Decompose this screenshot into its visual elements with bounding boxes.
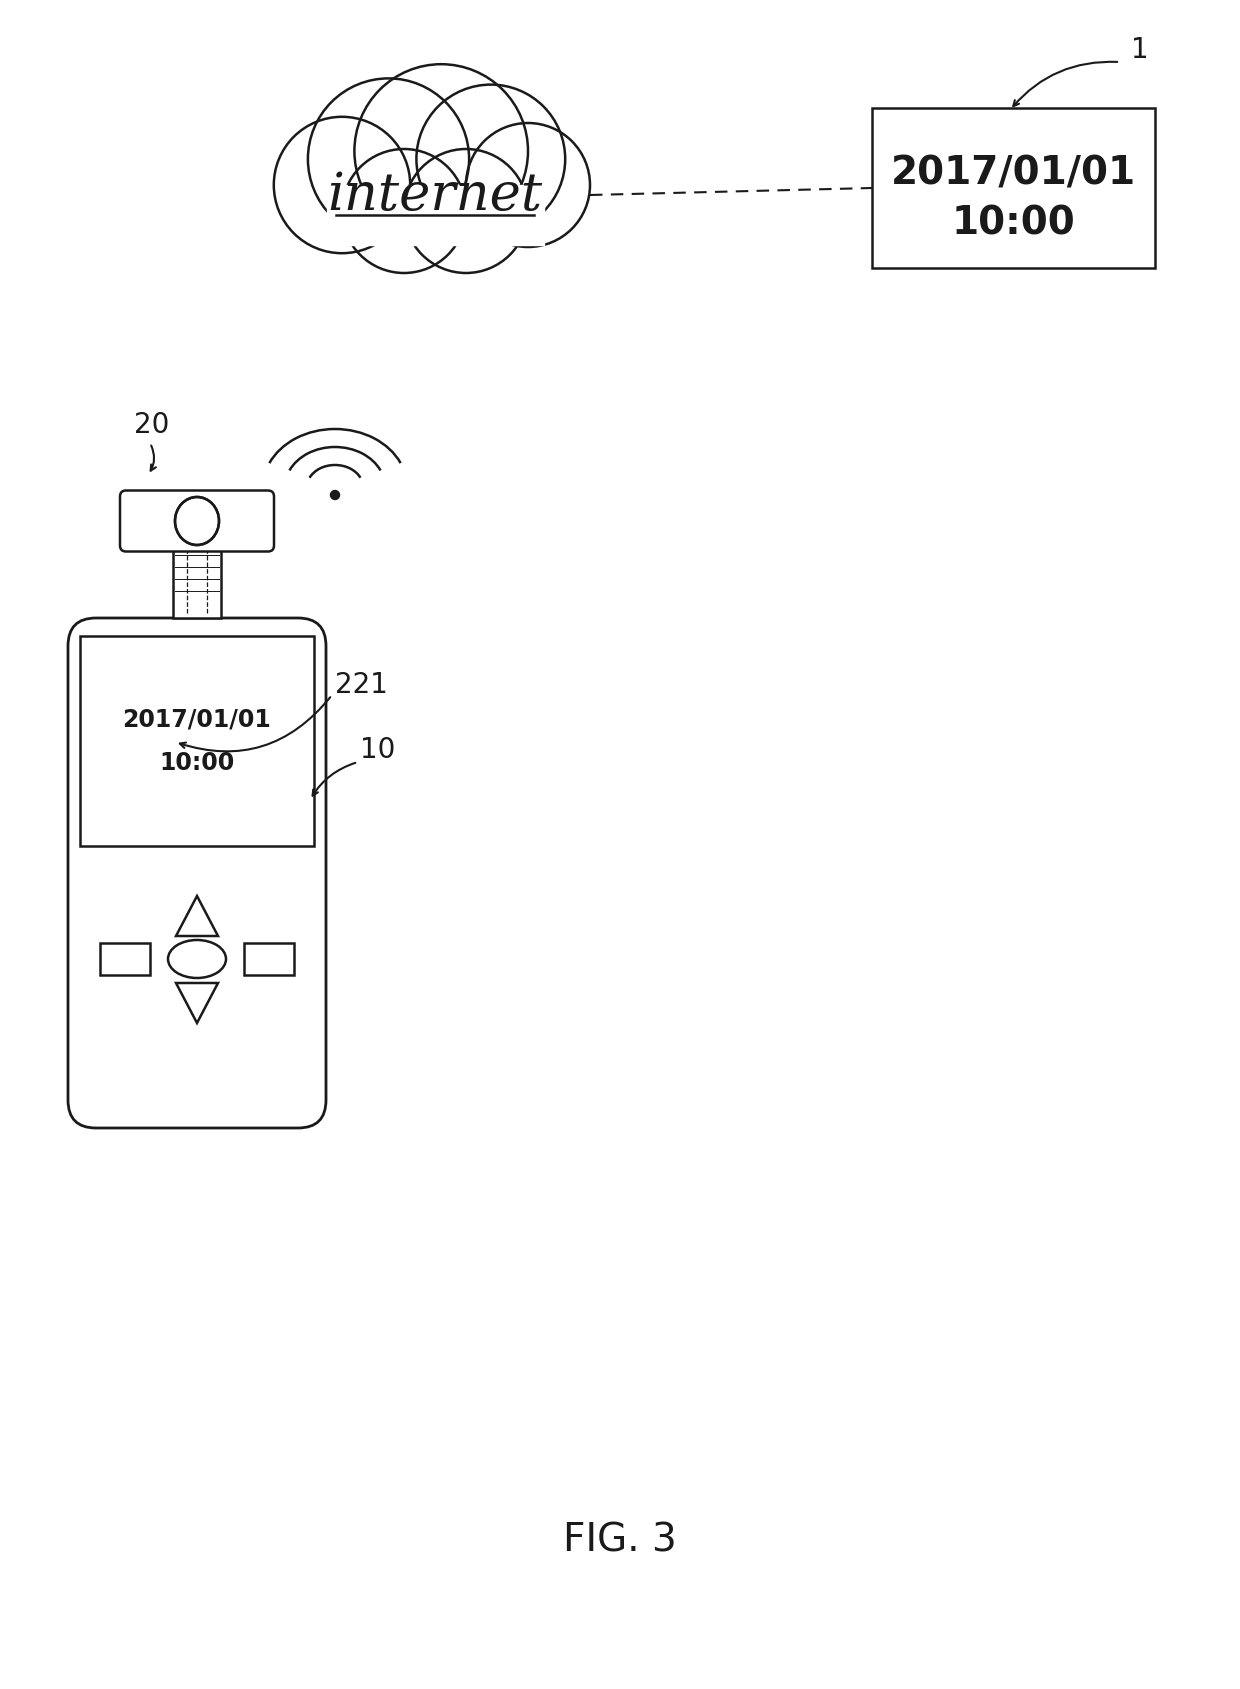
Text: internet: internet [327, 169, 543, 221]
Circle shape [355, 64, 528, 238]
Circle shape [466, 123, 590, 247]
Circle shape [342, 149, 466, 274]
Bar [244, 942, 294, 975]
FancyBboxPatch shape [120, 490, 274, 552]
Circle shape [379, 138, 491, 250]
Text: FIG. 3: FIG. 3 [563, 1522, 677, 1559]
Bar [81, 637, 314, 846]
Circle shape [308, 78, 469, 240]
Circle shape [417, 84, 565, 233]
Text: 2017/01/01: 2017/01/01 [890, 154, 1136, 193]
Text: 2017/01/01: 2017/01/01 [123, 708, 272, 731]
Bar [174, 542, 221, 618]
Ellipse shape [175, 497, 219, 546]
Circle shape [179, 502, 216, 540]
Bar [326, 186, 543, 245]
Bar [100, 942, 150, 975]
Circle shape [404, 149, 528, 274]
Text: 10:00: 10:00 [951, 204, 1075, 242]
Text: 1: 1 [1131, 35, 1148, 64]
Text: 10:00: 10:00 [160, 752, 234, 775]
FancyBboxPatch shape [68, 618, 326, 1128]
Circle shape [274, 117, 410, 253]
Text: 10: 10 [360, 736, 396, 763]
Text: 221: 221 [335, 671, 388, 699]
Circle shape [331, 490, 340, 500]
Bar [872, 108, 1154, 269]
Text: 20: 20 [134, 410, 170, 439]
